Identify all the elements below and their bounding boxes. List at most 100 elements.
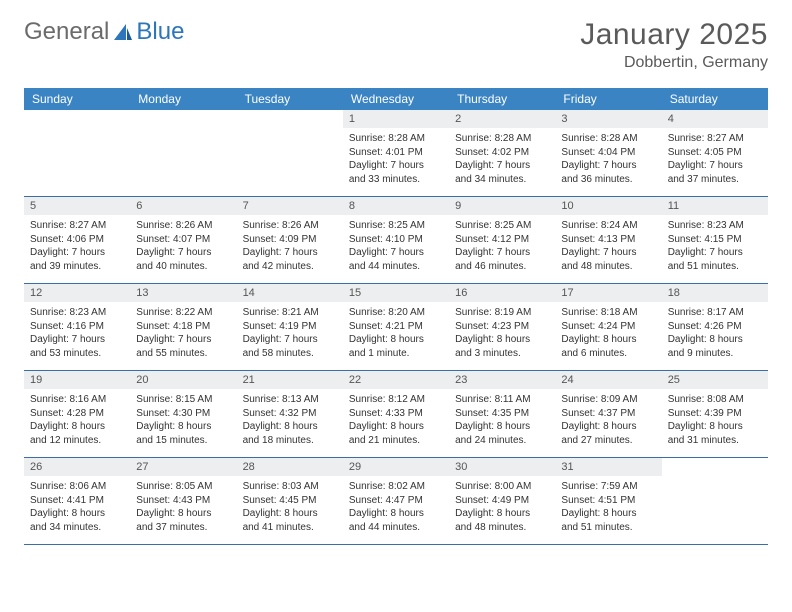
sunrise-text: Sunrise: 8:17 AM xyxy=(668,306,762,320)
sunrise-text: Sunrise: 8:00 AM xyxy=(455,480,549,494)
sunset-text: Sunset: 4:06 PM xyxy=(30,233,124,247)
day-header: Wednesday xyxy=(343,88,449,110)
daylight-text: Daylight: 8 hours and 48 minutes. xyxy=(455,507,549,534)
day-number: 4 xyxy=(662,110,768,128)
day-header: Thursday xyxy=(449,88,555,110)
daylight-text: Daylight: 8 hours and 24 minutes. xyxy=(455,420,549,447)
day-details: Sunrise: 8:28 AMSunset: 4:01 PMDaylight:… xyxy=(343,128,449,190)
day-header-row: Sunday Monday Tuesday Wednesday Thursday… xyxy=(24,88,768,110)
day-details: Sunrise: 8:17 AMSunset: 4:26 PMDaylight:… xyxy=(662,302,768,364)
day-header: Tuesday xyxy=(237,88,343,110)
sunset-text: Sunset: 4:18 PM xyxy=(136,320,230,334)
sunrise-text: Sunrise: 8:23 AM xyxy=(668,219,762,233)
sunset-text: Sunset: 4:51 PM xyxy=(561,494,655,508)
day-number: 12 xyxy=(24,284,130,302)
day-details: Sunrise: 8:03 AMSunset: 4:45 PMDaylight:… xyxy=(237,476,343,538)
sunset-text: Sunset: 4:41 PM xyxy=(30,494,124,508)
day-number xyxy=(237,110,343,116)
daylight-text: Daylight: 8 hours and 27 minutes. xyxy=(561,420,655,447)
sunrise-text: Sunrise: 8:05 AM xyxy=(136,480,230,494)
day-details: Sunrise: 8:21 AMSunset: 4:19 PMDaylight:… xyxy=(237,302,343,364)
day-cell: 27Sunrise: 8:05 AMSunset: 4:43 PMDayligh… xyxy=(130,458,236,544)
week-row: 12Sunrise: 8:23 AMSunset: 4:16 PMDayligh… xyxy=(24,284,768,371)
day-cell: 20Sunrise: 8:15 AMSunset: 4:30 PMDayligh… xyxy=(130,371,236,457)
day-details: Sunrise: 8:23 AMSunset: 4:15 PMDaylight:… xyxy=(662,215,768,277)
brand-name-2: Blue xyxy=(136,18,184,46)
sunrise-text: Sunrise: 8:19 AM xyxy=(455,306,549,320)
day-details: Sunrise: 8:15 AMSunset: 4:30 PMDaylight:… xyxy=(130,389,236,451)
sunset-text: Sunset: 4:39 PM xyxy=(668,407,762,421)
day-number: 26 xyxy=(24,458,130,476)
sunset-text: Sunset: 4:35 PM xyxy=(455,407,549,421)
day-number: 6 xyxy=(130,197,236,215)
day-number: 7 xyxy=(237,197,343,215)
day-number: 28 xyxy=(237,458,343,476)
sunset-text: Sunset: 4:10 PM xyxy=(349,233,443,247)
day-header: Friday xyxy=(555,88,661,110)
sunset-text: Sunset: 4:02 PM xyxy=(455,146,549,160)
day-details: Sunrise: 8:18 AMSunset: 4:24 PMDaylight:… xyxy=(555,302,661,364)
day-details: Sunrise: 8:26 AMSunset: 4:09 PMDaylight:… xyxy=(237,215,343,277)
daylight-text: Daylight: 8 hours and 18 minutes. xyxy=(243,420,337,447)
sunrise-text: Sunrise: 8:27 AM xyxy=(668,132,762,146)
brand-name-1: General xyxy=(24,18,109,46)
daylight-text: Daylight: 8 hours and 44 minutes. xyxy=(349,507,443,534)
day-cell: 8Sunrise: 8:25 AMSunset: 4:10 PMDaylight… xyxy=(343,197,449,283)
weeks-container: 1Sunrise: 8:28 AMSunset: 4:01 PMDaylight… xyxy=(24,110,768,545)
day-number: 13 xyxy=(130,284,236,302)
day-number: 31 xyxy=(555,458,661,476)
daylight-text: Daylight: 8 hours and 15 minutes. xyxy=(136,420,230,447)
day-cell: 17Sunrise: 8:18 AMSunset: 4:24 PMDayligh… xyxy=(555,284,661,370)
day-number: 2 xyxy=(449,110,555,128)
day-details: Sunrise: 8:27 AMSunset: 4:05 PMDaylight:… xyxy=(662,128,768,190)
calendar-grid: Sunday Monday Tuesday Wednesday Thursday… xyxy=(24,88,768,545)
page-title: January 2025 xyxy=(580,18,768,52)
day-header: Sunday xyxy=(24,88,130,110)
sunrise-text: Sunrise: 8:28 AM xyxy=(455,132,549,146)
sunrise-text: Sunrise: 8:09 AM xyxy=(561,393,655,407)
day-number xyxy=(24,110,130,116)
day-number: 21 xyxy=(237,371,343,389)
daylight-text: Daylight: 7 hours and 39 minutes. xyxy=(30,246,124,273)
sunrise-text: Sunrise: 8:02 AM xyxy=(349,480,443,494)
day-header: Saturday xyxy=(662,88,768,110)
day-details: Sunrise: 8:11 AMSunset: 4:35 PMDaylight:… xyxy=(449,389,555,451)
day-cell: 15Sunrise: 8:20 AMSunset: 4:21 PMDayligh… xyxy=(343,284,449,370)
daylight-text: Daylight: 7 hours and 37 minutes. xyxy=(668,159,762,186)
title-block: January 2025 Dobbertin, Germany xyxy=(580,18,768,72)
day-cell: 5Sunrise: 8:27 AMSunset: 4:06 PMDaylight… xyxy=(24,197,130,283)
sunrise-text: Sunrise: 8:26 AM xyxy=(136,219,230,233)
daylight-text: Daylight: 8 hours and 6 minutes. xyxy=(561,333,655,360)
sunrise-text: Sunrise: 8:11 AM xyxy=(455,393,549,407)
day-details: Sunrise: 8:25 AMSunset: 4:12 PMDaylight:… xyxy=(449,215,555,277)
day-details: Sunrise: 8:20 AMSunset: 4:21 PMDaylight:… xyxy=(343,302,449,364)
day-number: 14 xyxy=(237,284,343,302)
sunset-text: Sunset: 4:13 PM xyxy=(561,233,655,247)
day-cell: 18Sunrise: 8:17 AMSunset: 4:26 PMDayligh… xyxy=(662,284,768,370)
day-cell xyxy=(662,458,768,544)
day-number: 23 xyxy=(449,371,555,389)
sunrise-text: Sunrise: 8:13 AM xyxy=(243,393,337,407)
day-number: 17 xyxy=(555,284,661,302)
day-cell: 30Sunrise: 8:00 AMSunset: 4:49 PMDayligh… xyxy=(449,458,555,544)
day-details: Sunrise: 8:02 AMSunset: 4:47 PMDaylight:… xyxy=(343,476,449,538)
location-subtitle: Dobbertin, Germany xyxy=(580,54,768,72)
sunrise-text: Sunrise: 8:26 AM xyxy=(243,219,337,233)
daylight-text: Daylight: 7 hours and 40 minutes. xyxy=(136,246,230,273)
sunrise-text: Sunrise: 8:22 AM xyxy=(136,306,230,320)
day-number: 25 xyxy=(662,371,768,389)
sunrise-text: Sunrise: 8:25 AM xyxy=(455,219,549,233)
day-details: Sunrise: 8:00 AMSunset: 4:49 PMDaylight:… xyxy=(449,476,555,538)
day-cell: 25Sunrise: 8:08 AMSunset: 4:39 PMDayligh… xyxy=(662,371,768,457)
day-details: Sunrise: 8:09 AMSunset: 4:37 PMDaylight:… xyxy=(555,389,661,451)
daylight-text: Daylight: 8 hours and 37 minutes. xyxy=(136,507,230,534)
sunset-text: Sunset: 4:26 PM xyxy=(668,320,762,334)
day-number xyxy=(130,110,236,116)
day-cell: 6Sunrise: 8:26 AMSunset: 4:07 PMDaylight… xyxy=(130,197,236,283)
sunrise-text: Sunrise: 8:08 AM xyxy=(668,393,762,407)
day-number: 16 xyxy=(449,284,555,302)
day-cell: 12Sunrise: 8:23 AMSunset: 4:16 PMDayligh… xyxy=(24,284,130,370)
sunset-text: Sunset: 4:33 PM xyxy=(349,407,443,421)
day-details: Sunrise: 8:26 AMSunset: 4:07 PMDaylight:… xyxy=(130,215,236,277)
sunset-text: Sunset: 4:15 PM xyxy=(668,233,762,247)
